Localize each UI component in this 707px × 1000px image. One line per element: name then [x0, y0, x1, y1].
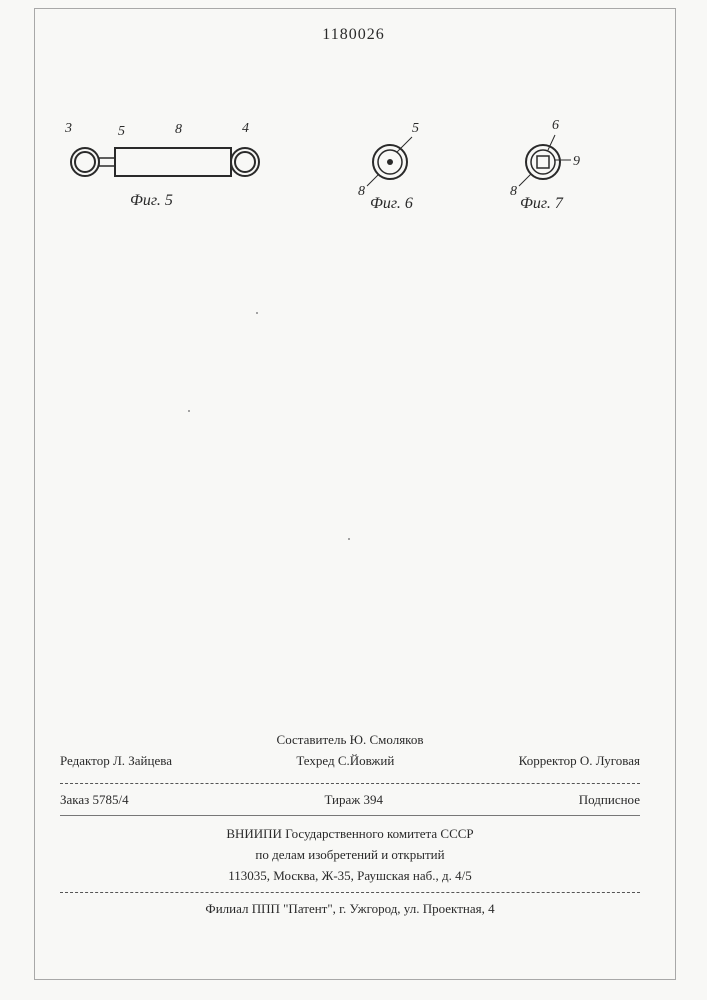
figure-6: 5 8 Фиг. 6 — [355, 130, 455, 240]
figure-5: 3 5 8 4 Фиг. 5 — [55, 130, 280, 240]
techred-line: Техред С.Йовжий — [296, 751, 394, 772]
corrector-line: Корректор О. Луговая — [519, 751, 640, 772]
tirage-line: Тираж 394 — [324, 790, 383, 811]
patent-number: 1180026 — [0, 26, 707, 44]
speck — [348, 538, 350, 540]
figure-7: 6 9 8 Фиг. 7 — [505, 130, 605, 240]
colophon: Составитель Ю. Смоляков Редактор Л. Зайц… — [60, 730, 640, 920]
compiler-line: Составитель Ю. Смоляков — [60, 730, 640, 751]
subscript-line: Подписное — [579, 790, 640, 811]
figures-region: 3 5 8 4 Фиг. 5 5 8 Фиг. 6 6 9 8 Фиг. 7 — [55, 130, 645, 260]
publisher-addr: 113035, Москва, Ж-35, Раушская наб., д. … — [60, 866, 640, 887]
fig7-label-6: 6 — [552, 118, 559, 134]
fig5-label-4: 4 — [242, 121, 249, 137]
fig7-label-9: 9 — [573, 154, 580, 170]
fig7-caption: Фиг. 7 — [520, 195, 563, 213]
publisher-line-1: ВНИИПИ Государственного комитета СССР — [60, 824, 640, 845]
publisher-line-2: по делам изобретений и открытий — [60, 845, 640, 866]
fig5-label-5: 5 — [118, 124, 125, 140]
figure-6-svg — [355, 130, 435, 200]
dash-rule-1 — [60, 782, 640, 784]
fig5-label-8: 8 — [175, 122, 182, 138]
speck — [256, 312, 258, 314]
speck — [188, 410, 190, 412]
order-line: Заказ 5785/4 — [60, 790, 129, 811]
figure-5-svg — [55, 130, 280, 190]
fig7-label-8: 8 — [510, 184, 517, 200]
fig5-caption: Фиг. 5 — [130, 192, 173, 210]
figure-7-svg — [505, 130, 595, 200]
fig6-label-8: 8 — [358, 184, 365, 200]
dash-rule-2 — [60, 891, 640, 893]
editor-line: Редактор Л. Зайцева — [60, 751, 172, 772]
fig6-label-5: 5 — [412, 121, 419, 137]
branch-line: Филиал ППП "Патент", г. Ужгород, ул. Про… — [60, 899, 640, 920]
fig6-caption: Фиг. 6 — [370, 195, 413, 213]
solid-rule-1 — [60, 814, 640, 816]
fig5-label-3: 3 — [65, 121, 72, 137]
